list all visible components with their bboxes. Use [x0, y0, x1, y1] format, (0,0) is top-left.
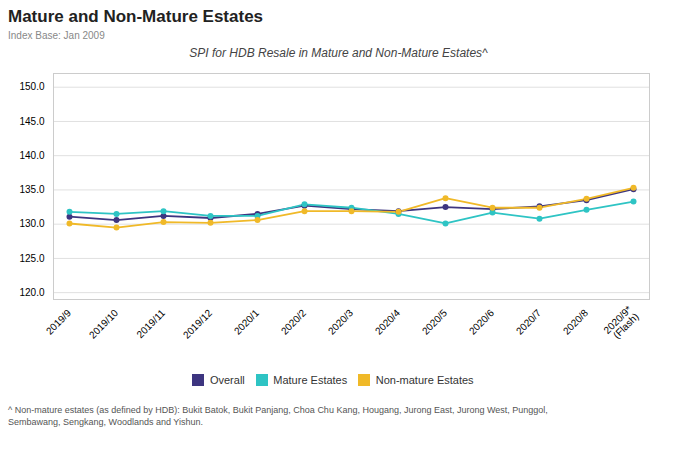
svg-text:2020/6: 2020/6 [467, 307, 497, 337]
svg-text:120.0: 120.0 [19, 287, 44, 298]
html-text:Index Base: Jan 2009: Index Base: Jan 2009 [8, 30, 105, 41]
svg-text:135.0: 135.0 [19, 184, 44, 195]
svg-text:2020/9*(Flash): 2020/9*(Flash) [601, 304, 640, 343]
svg-text:2019/9: 2019/9 [44, 307, 74, 337]
html-text:^ Non-mature estates (as defin: ^ Non-mature estates (as defined by HDB)… [8, 404, 548, 427]
svg-text:2020/5: 2020/5 [420, 307, 450, 337]
html-text:Mature and Non-Mature Estates: Mature and Non-Mature Estates [8, 7, 263, 26]
svg-text:140.0: 140.0 [19, 150, 44, 161]
svg-text:125.0: 125.0 [19, 253, 44, 264]
svg-text:150.0: 150.0 [19, 81, 44, 92]
svg-text:130.0: 130.0 [19, 218, 44, 229]
svg-text:2020/3: 2020/3 [326, 307, 356, 337]
svg-text:2019/11: 2019/11 [134, 307, 167, 340]
html-text:Mature Estates: Mature Estates [273, 373, 348, 386]
svg-text:2020/2: 2020/2 [279, 307, 309, 337]
svg-text:2020/8: 2020/8 [561, 307, 591, 337]
svg-text:145.0: 145.0 [19, 116, 44, 127]
html-text:Non-mature Estates: Non-mature Estates [375, 373, 474, 386]
svg-text:2019/12: 2019/12 [181, 307, 215, 341]
html-text:Overall: Overall [209, 373, 245, 386]
html-text:SPI for HDB Resale in Mature a: SPI for HDB Resale in Mature and Non-Mat… [189, 46, 488, 60]
svg-text:2020/1: 2020/1 [232, 307, 262, 337]
svg-text:2020/4: 2020/4 [373, 307, 403, 337]
svg-text:2019/10: 2019/10 [87, 307, 121, 341]
svg-text:2020/7: 2020/7 [514, 307, 544, 337]
